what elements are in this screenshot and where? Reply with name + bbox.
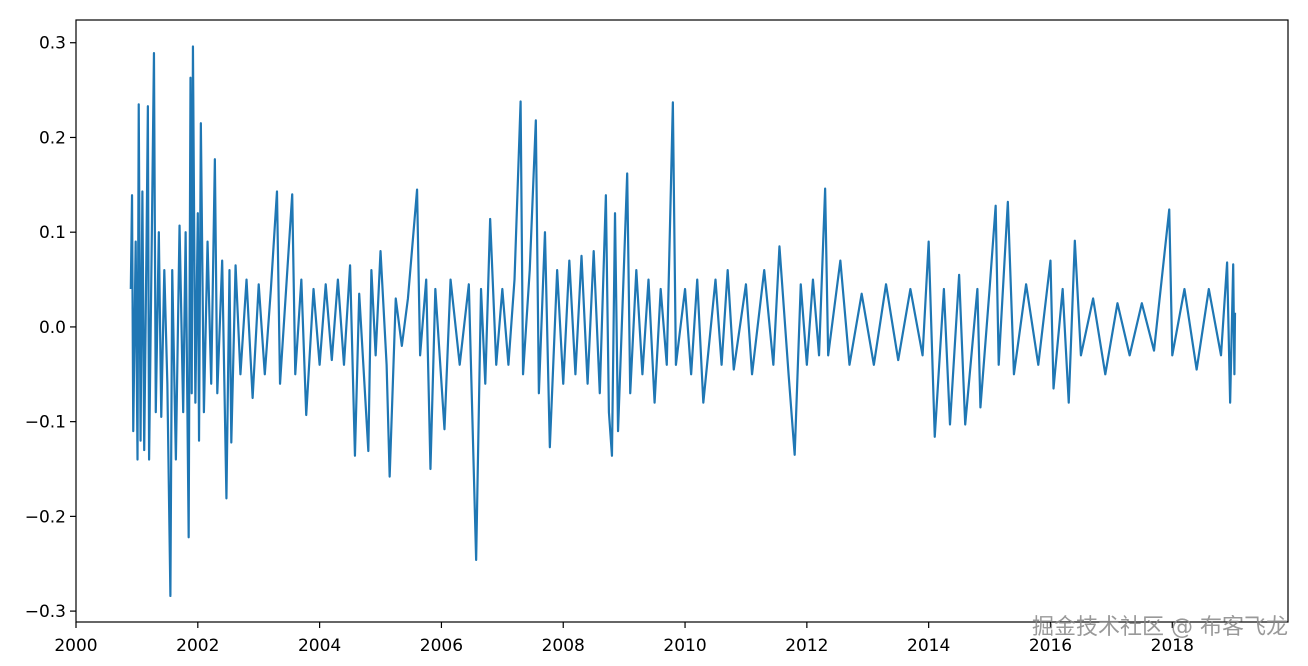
y-tick-label: −0.2 bbox=[25, 507, 66, 527]
x-tick-label: 2018 bbox=[1151, 636, 1194, 656]
x-tick-label: 2010 bbox=[663, 636, 706, 656]
x-tick-label: 2016 bbox=[1029, 636, 1072, 656]
y-tick-label: 0.0 bbox=[39, 318, 66, 338]
y-tick-label: 0.3 bbox=[39, 34, 66, 54]
y-tick-label: 0.2 bbox=[39, 128, 66, 148]
x-tick-label: 2012 bbox=[785, 636, 828, 656]
x-tick-label: 2014 bbox=[907, 636, 950, 656]
x-tick-label: 2008 bbox=[542, 636, 585, 656]
y-tick-label: −0.1 bbox=[25, 413, 66, 433]
x-tick-label: 2002 bbox=[176, 636, 219, 656]
x-tick-label: 2006 bbox=[420, 636, 463, 656]
x-tick-label: 2000 bbox=[54, 636, 97, 656]
x-tick-label: 2004 bbox=[298, 636, 341, 656]
y-tick-label: 0.1 bbox=[39, 223, 66, 243]
plot-frame bbox=[75, 19, 1289, 623]
watermark: 掘金技术社区 @ 布客飞龙 bbox=[1032, 615, 1288, 640]
y-tick-label: −0.3 bbox=[25, 602, 66, 622]
series-line bbox=[129, 45, 1237, 598]
